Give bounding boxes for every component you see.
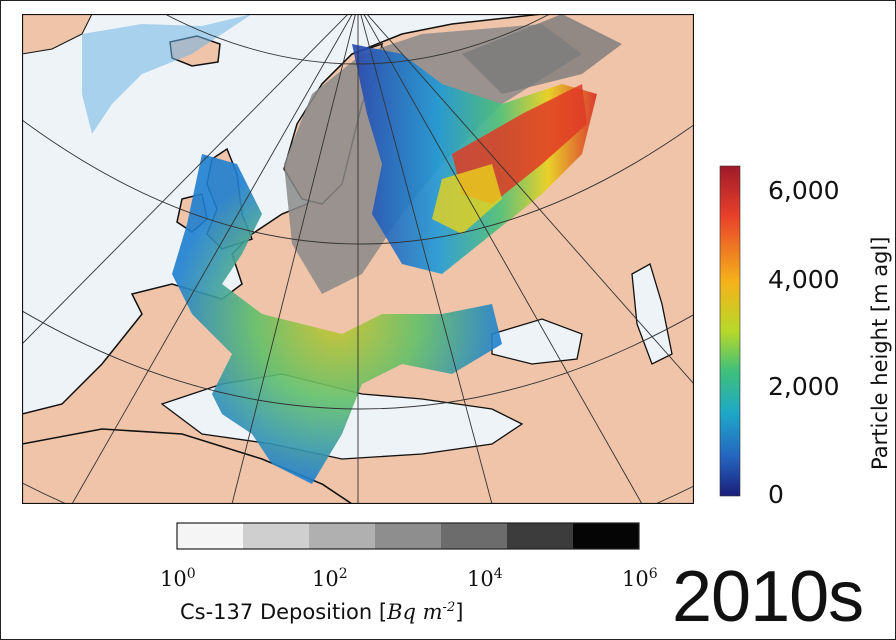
deposition-step-5 (507, 523, 574, 549)
black-sea (491, 318, 583, 365)
deposition-tick-6: 106 (622, 566, 658, 591)
deposition-step-4 (441, 523, 508, 549)
deposition-step-0 (177, 523, 244, 549)
caspian-sea (631, 263, 673, 365)
deposition-tick-4: 104 (467, 566, 503, 591)
height-tick-4000: 4,000 (768, 265, 840, 294)
deposition-step-3 (375, 523, 442, 549)
particle-plume-yellow (432, 164, 502, 234)
deposition-tick-0: 100 (160, 566, 196, 591)
decade-label: 2010s (672, 557, 864, 637)
particle-plume-west (82, 14, 252, 134)
deposition-step-1 (243, 523, 310, 549)
height-tick-0: 0 (768, 480, 784, 509)
deposition-colorbar (176, 522, 640, 550)
particle-height-colorbar (719, 165, 741, 497)
height-tick-2000: 2,000 (768, 372, 840, 401)
graticule (22, 14, 694, 504)
height-axis-label: Particle height [m agl] (868, 236, 892, 470)
height-tick-6000: 6,000 (768, 176, 840, 205)
deposition-tick-2: 102 (312, 566, 348, 591)
europe-map (22, 14, 694, 504)
deposition-gray-east (462, 14, 622, 94)
deposition-axis-label: Cs-137 Deposition [Bq m-2] (180, 600, 464, 624)
particle-plume-central (172, 154, 502, 484)
greenland-land (22, 14, 93, 55)
deposition-step-2 (309, 523, 376, 549)
deposition-step-6 (573, 523, 640, 549)
